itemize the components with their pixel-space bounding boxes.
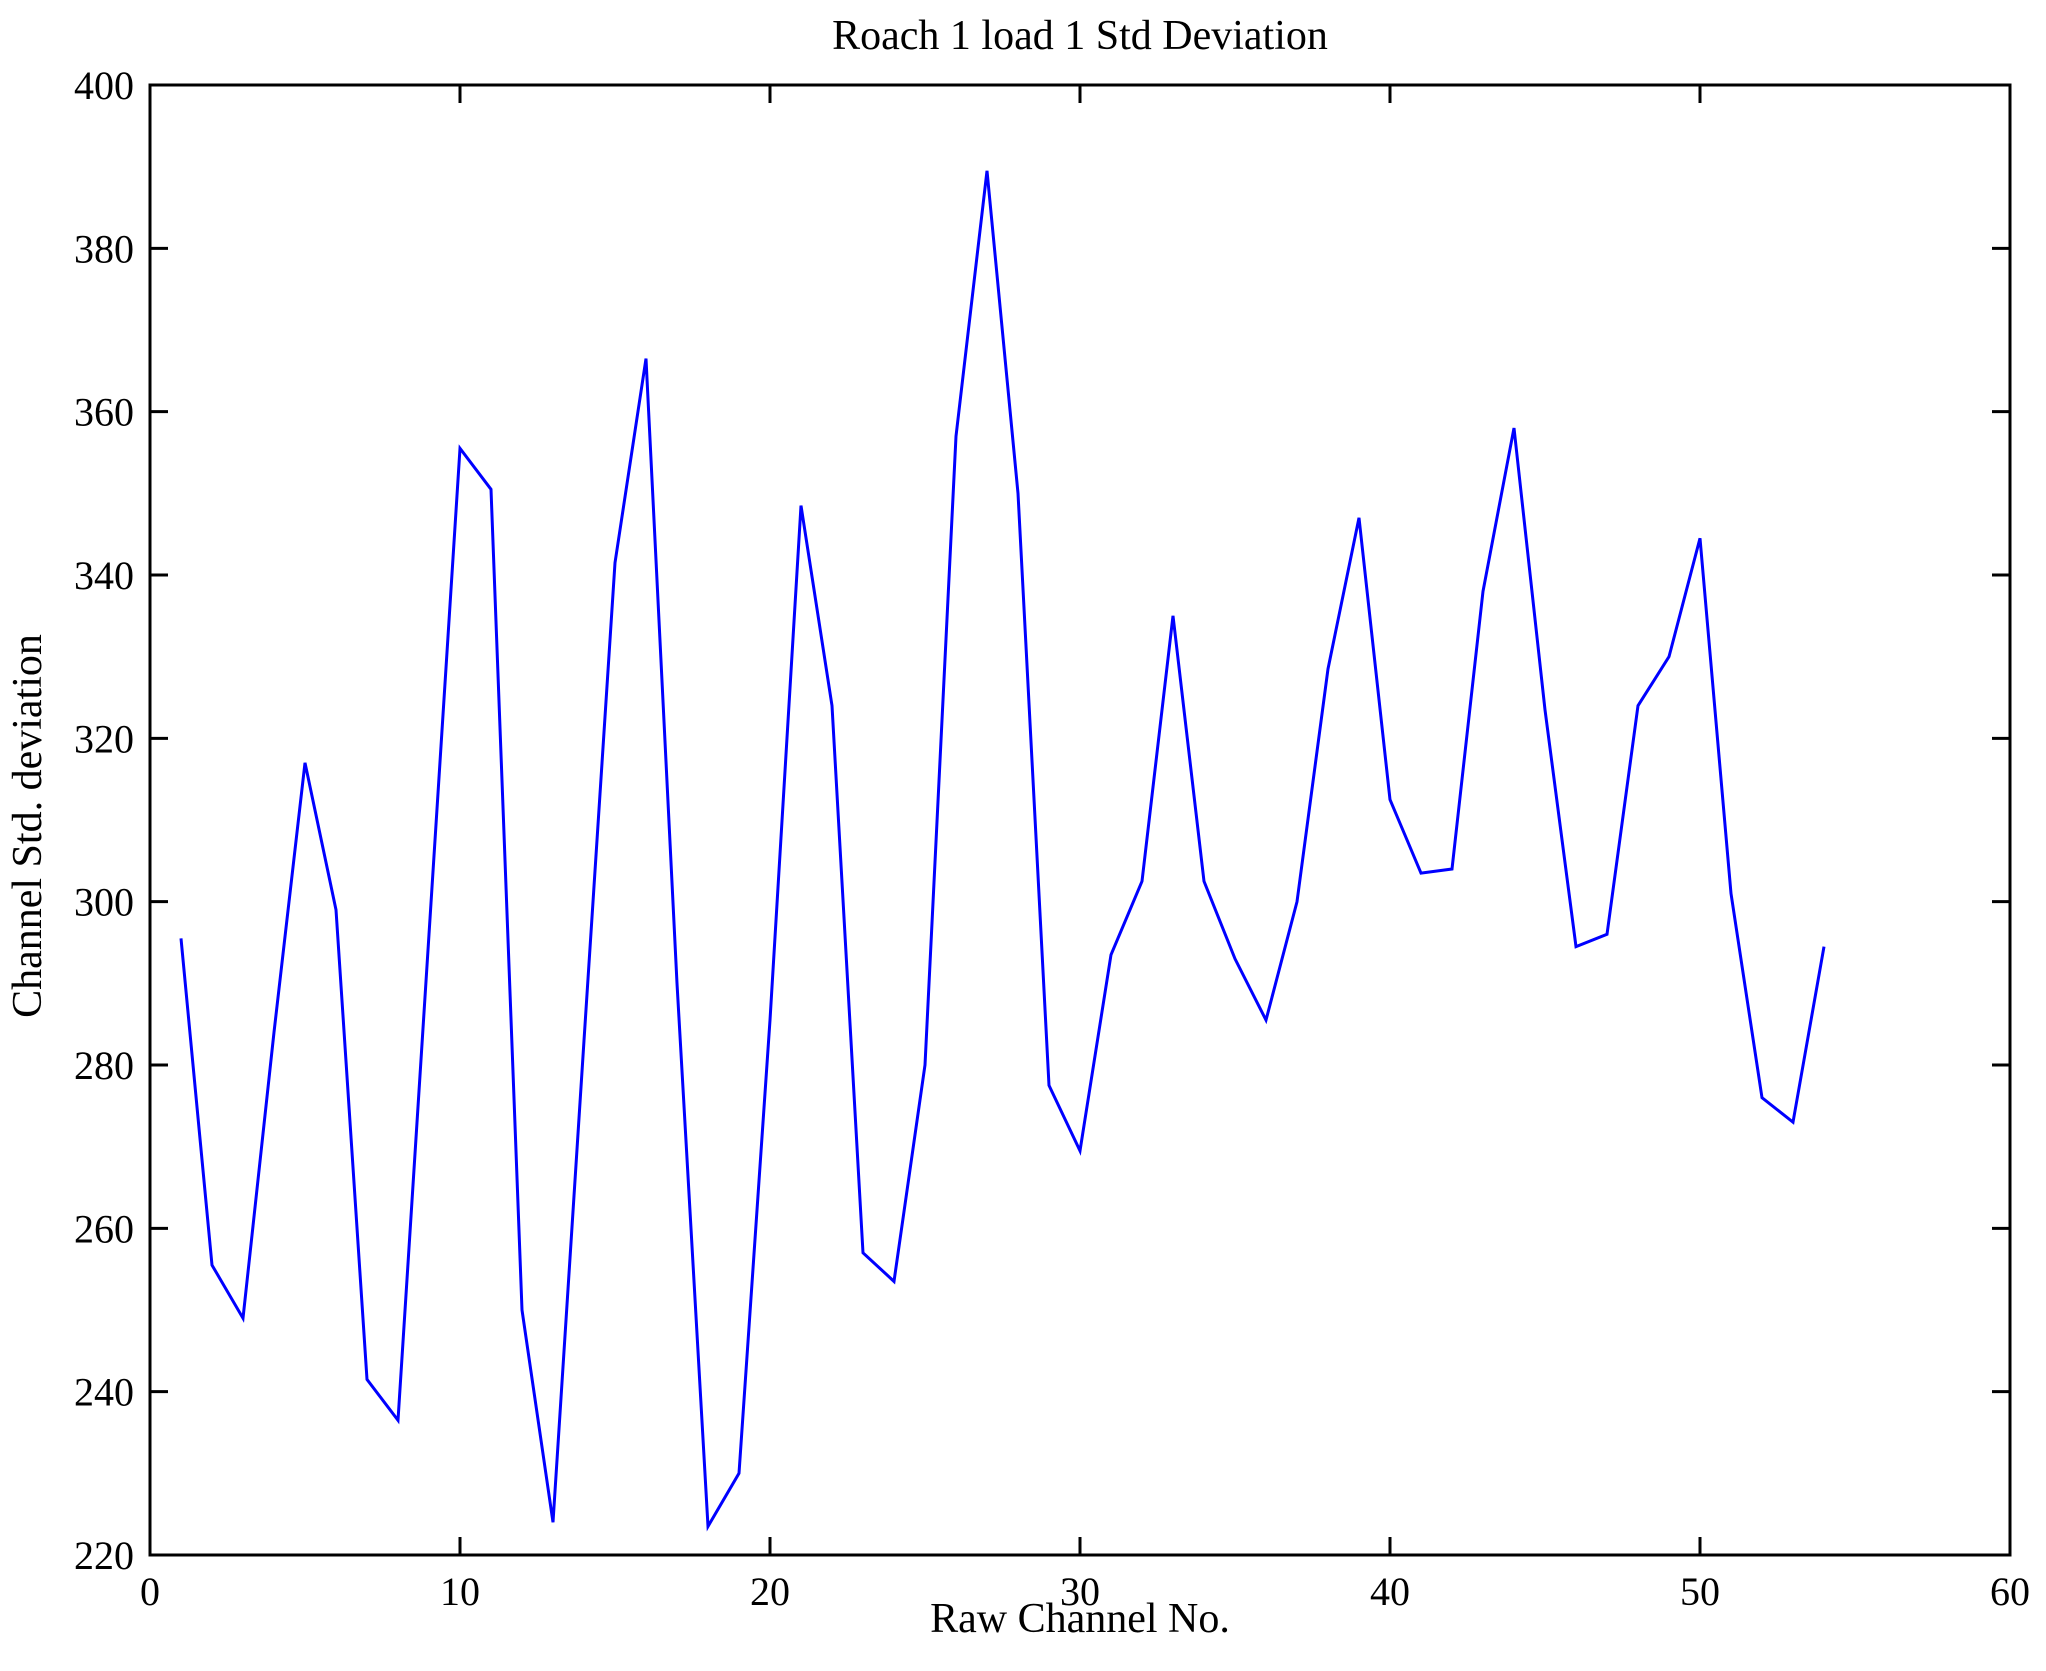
x-tick-label: 40 — [1370, 1569, 1410, 1614]
y-tick-label: 360 — [74, 390, 134, 435]
chart-title: Roach 1 load 1 Std Deviation — [832, 13, 1328, 59]
y-axis-ticks — [150, 83, 2010, 1557]
y-tick-label: 240 — [74, 1370, 134, 1415]
x-axis-label: Raw Channel No. — [930, 1596, 1230, 1642]
plot-border — [148, 83, 2012, 1557]
x-tick-label: 60 — [1990, 1569, 2030, 1614]
y-tick-label: 380 — [74, 226, 134, 271]
y-tick-label: 300 — [74, 880, 134, 925]
y-tick-label: 340 — [74, 553, 134, 598]
std-deviation-line — [179, 170, 1826, 1532]
x-tick-label: 0 — [140, 1569, 160, 1614]
y-tick-label: 280 — [74, 1043, 134, 1088]
x-tick-label: 50 — [1680, 1569, 1720, 1614]
x-tick-label: 20 — [750, 1569, 790, 1614]
y-tick-label: 220 — [74, 1533, 134, 1578]
x-tick-label: 30 — [1060, 1569, 1100, 1614]
y-tick-label: 260 — [74, 1206, 134, 1251]
x-tick-label: 10 — [440, 1569, 480, 1614]
y-tick-label: 320 — [74, 716, 134, 761]
y-tick-label: 400 — [74, 63, 134, 108]
x-axis-ticks — [148, 85, 2012, 1555]
